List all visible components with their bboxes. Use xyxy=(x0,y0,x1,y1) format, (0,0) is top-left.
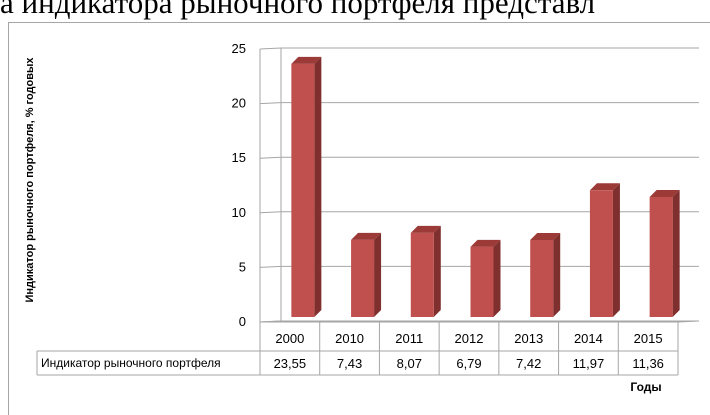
bar-top xyxy=(410,225,441,233)
x-tick-label: 2014 xyxy=(574,331,603,346)
bars xyxy=(291,56,680,318)
bar-top xyxy=(530,232,561,240)
chart-floor xyxy=(259,320,700,323)
y-tick-label: 25 xyxy=(232,41,246,56)
bar-side xyxy=(374,232,382,317)
x-tick-label: 2010 xyxy=(335,331,364,346)
gridline-depth xyxy=(259,102,282,105)
y-axis-label: Индикатор рыночного портфеля, % годовых xyxy=(24,57,36,303)
gridlines xyxy=(259,47,700,323)
y-tick-label: 10 xyxy=(232,205,246,220)
gridline-depth xyxy=(259,156,282,159)
bar-front xyxy=(291,63,315,317)
bar-side xyxy=(493,239,501,317)
y-tick-labels: 0 5 10 15 20 25 xyxy=(232,41,246,329)
data-label: 7,43 xyxy=(337,356,362,371)
y-tick-label: 5 xyxy=(239,259,246,274)
bar xyxy=(410,225,441,317)
x-axis-label: Годы xyxy=(630,380,661,394)
bar-top xyxy=(351,232,382,240)
x-tick-label: 2011 xyxy=(395,331,423,346)
gridline-depth xyxy=(259,47,282,50)
bar-front xyxy=(470,246,494,317)
bar-front xyxy=(649,196,673,317)
data-label: 6,79 xyxy=(456,356,481,371)
gridline-depth xyxy=(259,265,282,268)
bar-front xyxy=(410,232,434,317)
bar-front xyxy=(589,190,613,317)
bar-side xyxy=(553,232,561,317)
bar-top xyxy=(649,189,680,197)
bar xyxy=(530,232,561,317)
data-label: 11,36 xyxy=(632,356,664,371)
data-table: 2000 23,55 2010 7,43 2011 8,07 2012 6,79 2013 7,4… xyxy=(36,322,679,376)
bar xyxy=(291,56,322,318)
bar xyxy=(649,189,680,317)
y-tick-label: 20 xyxy=(232,96,246,111)
data-label: 11,97 xyxy=(573,356,605,371)
bar-front xyxy=(530,239,554,317)
y-tick-label: 15 xyxy=(232,150,246,165)
data-label: 23,55 xyxy=(274,356,307,371)
bar-side xyxy=(672,189,680,317)
chart-frame xyxy=(8,22,710,415)
y-tick-label: 0 xyxy=(239,314,246,329)
x-tick-label: 2013 xyxy=(514,331,543,346)
bar xyxy=(589,183,620,317)
x-tick-label: 2000 xyxy=(275,331,304,346)
header-text-fragment: а индикатора рыночного портфеля представ… xyxy=(0,0,596,20)
bar-side xyxy=(314,56,322,318)
bar xyxy=(351,232,382,317)
bar-side xyxy=(612,183,620,317)
data-label: 8,07 xyxy=(397,356,422,371)
bar-side xyxy=(433,225,441,317)
bar-front xyxy=(351,239,375,317)
bar-top xyxy=(291,56,322,64)
bar xyxy=(470,239,501,317)
bar-top xyxy=(470,239,501,247)
bar-top xyxy=(589,183,620,191)
x-tick-label: 2012 xyxy=(455,331,484,346)
x-tick-label: 2015 xyxy=(634,331,663,346)
gridline-depth xyxy=(259,211,282,214)
data-label: 7,42 xyxy=(516,356,541,371)
series-name: Индикатор рыночного портфеля xyxy=(41,356,221,370)
